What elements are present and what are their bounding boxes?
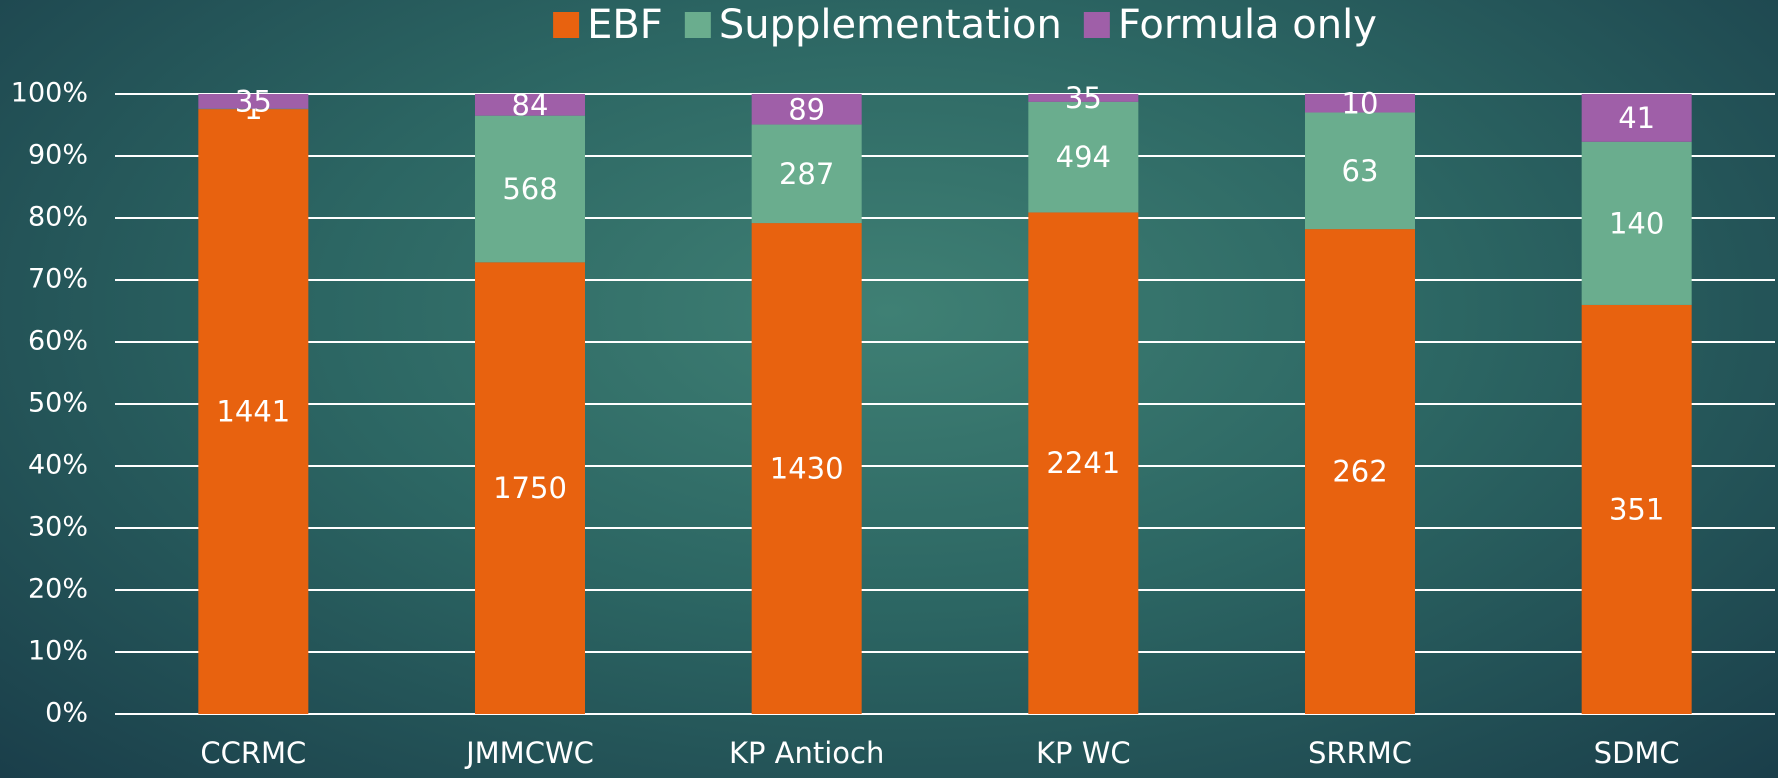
legend-swatch: [684, 12, 711, 38]
bar-segment: [1028, 212, 1139, 714]
bar-segment: [198, 94, 309, 109]
data-label: 1430: [770, 452, 844, 486]
legend-label: Formula only: [1118, 2, 1377, 48]
data-label: 89: [788, 92, 825, 126]
data-label: 568: [502, 172, 557, 206]
y-tick-label: 40%: [28, 450, 88, 481]
x-tick-label: SDMC: [1594, 736, 1680, 770]
data-label: 41: [1618, 101, 1655, 135]
bar-segment: [475, 94, 585, 116]
data-label: 10: [1342, 86, 1379, 120]
y-tick-label: 30%: [28, 512, 88, 543]
bar-segment: [475, 115, 585, 263]
bar-segment: [1581, 304, 1692, 714]
bar-segment: [1581, 141, 1692, 305]
y-tick-label: 10%: [28, 636, 88, 667]
data-label: 351: [1609, 492, 1664, 526]
legend-swatch: [553, 12, 580, 38]
legend-label: Supplementation: [719, 2, 1062, 48]
y-tick-label: 0%: [45, 698, 88, 729]
x-tick-label: CCRMC: [200, 736, 306, 770]
bar-segment: [751, 124, 862, 224]
data-label: 1750: [493, 471, 567, 505]
data-label: 140: [1609, 206, 1664, 240]
data-label: 262: [1332, 455, 1387, 489]
data-label: 63: [1342, 154, 1379, 188]
bar-segment: [1028, 94, 1139, 102]
bar-segment: [475, 262, 585, 714]
bar-segment: [751, 223, 862, 714]
x-tick-label: JMMCWC: [464, 736, 594, 770]
data-label: 287: [779, 157, 834, 191]
data-label: 494: [1056, 140, 1111, 174]
y-tick-label: 80%: [28, 202, 88, 233]
bar-segment: [1305, 94, 1415, 113]
bar-segment: [198, 109, 309, 715]
data-label: 35: [235, 84, 272, 118]
legend-swatch: [1083, 12, 1110, 38]
bar-segment: [1581, 94, 1692, 142]
y-tick-label: 20%: [28, 574, 88, 605]
y-tick-label: 100%: [11, 78, 88, 109]
bar-segment: [1305, 229, 1415, 714]
legend-label: EBF: [587, 2, 663, 48]
data-label: 2241: [1046, 446, 1120, 480]
x-tick-label: KP Antioch: [729, 736, 884, 770]
x-tick-label: KP WC: [1036, 736, 1131, 770]
data-label: 1441: [216, 395, 290, 429]
x-tick-label: SRRMC: [1308, 736, 1412, 770]
bar-segment: [1305, 112, 1415, 230]
y-tick-label: 70%: [28, 264, 88, 295]
y-tick-label: 90%: [28, 140, 88, 171]
data-label: 84: [512, 88, 549, 122]
y-tick-label: 60%: [28, 326, 88, 357]
bar-segment: [751, 94, 862, 125]
data-label: 35: [1065, 81, 1102, 115]
y-tick-label: 50%: [28, 388, 88, 419]
bar-segment: [1028, 101, 1139, 213]
